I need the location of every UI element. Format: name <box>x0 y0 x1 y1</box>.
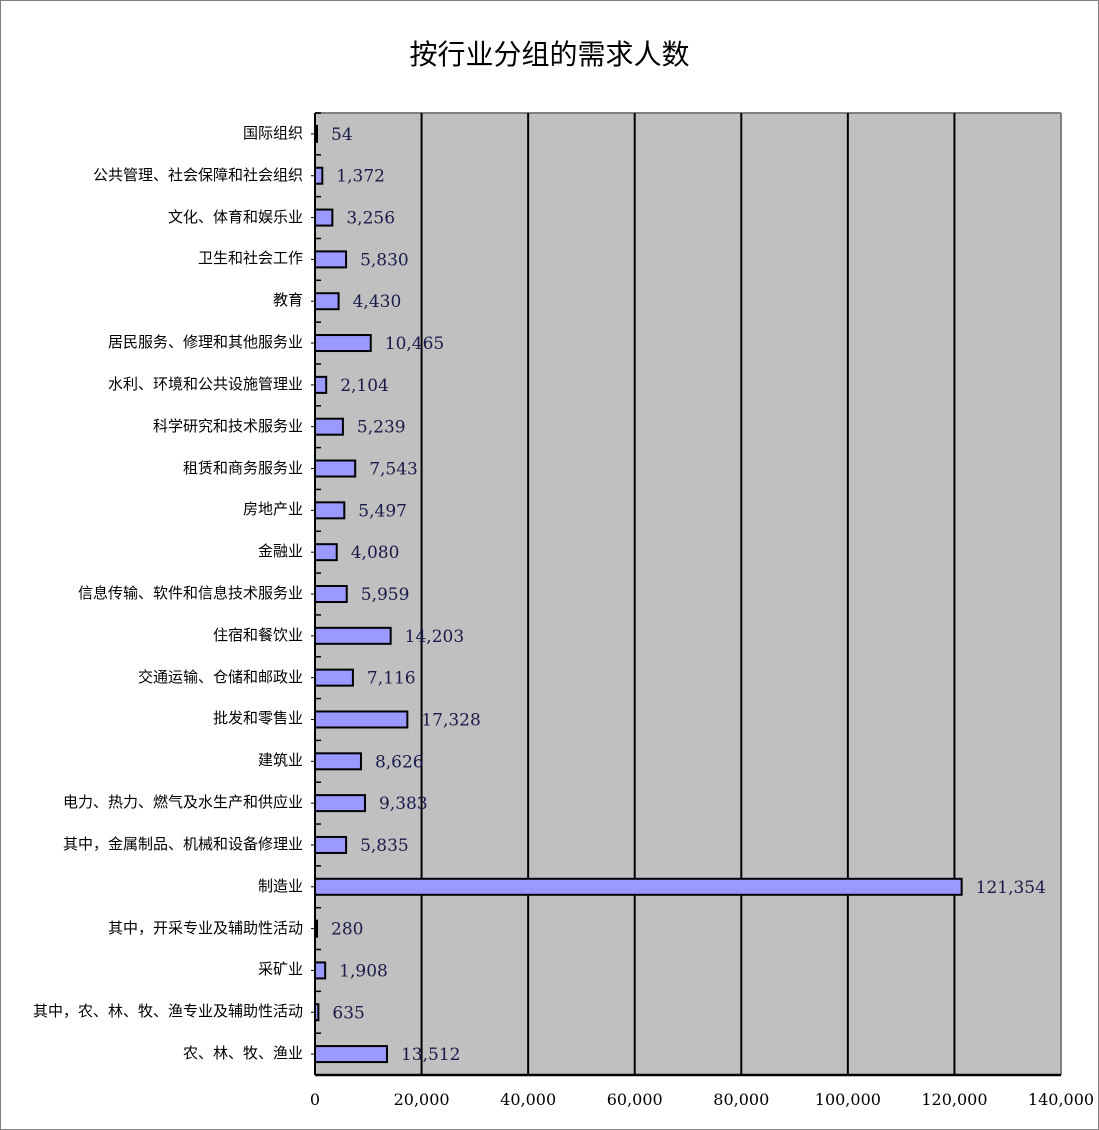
data-label: 4,430 <box>353 292 402 312</box>
x-tick-label: 120,000 <box>921 1090 987 1109</box>
category-label: 金融业 <box>257 542 303 561</box>
data-label: 5,835 <box>360 836 409 856</box>
bar <box>314 501 346 520</box>
bar <box>314 292 340 311</box>
data-label: 9,383 <box>379 794 428 814</box>
category-label: 住宿和餐饮业 <box>212 625 303 644</box>
data-label: 17,328 <box>421 710 480 730</box>
bar <box>314 710 409 729</box>
data-label: 1,908 <box>339 961 388 981</box>
bar <box>314 250 348 269</box>
category-label: 其中，开采专业及辅助性活动 <box>107 918 303 937</box>
category-label: 信息传输、软件和信息技术服务业 <box>77 584 303 602</box>
bar <box>314 375 328 394</box>
bar <box>314 166 324 185</box>
x-tick-label: 80,000 <box>713 1090 769 1109</box>
data-label: 10,465 <box>385 334 444 354</box>
data-label: 2,104 <box>340 376 389 396</box>
data-label: 3,256 <box>346 209 395 229</box>
category-label: 国际组织 <box>242 123 303 142</box>
category-label: 教育 <box>272 291 303 310</box>
chart-title: 按行业分组的需求人数 <box>409 38 690 71</box>
category-label: 制造业 <box>257 876 303 895</box>
category-label: 卫生和社会工作 <box>197 249 303 268</box>
data-label: 5,497 <box>358 501 407 521</box>
category-label: 房地产业 <box>242 500 303 519</box>
x-tick-label: 60,000 <box>607 1090 663 1109</box>
data-label: 13,512 <box>401 1045 460 1065</box>
bar <box>314 459 357 478</box>
data-label: 5,959 <box>361 585 410 605</box>
category-label: 科学研究和技术服务业 <box>152 416 303 435</box>
bar <box>314 334 372 353</box>
bar <box>314 668 354 687</box>
bar <box>314 794 366 813</box>
category-label: 其中，金属制品、机械和设备修理业 <box>62 834 303 853</box>
data-label: 1,372 <box>336 167 385 187</box>
category-label: 批发和零售业 <box>212 709 303 728</box>
x-tick-label: 0 <box>310 1090 320 1109</box>
bar <box>314 919 318 938</box>
bar <box>314 1045 388 1064</box>
bar <box>314 752 362 771</box>
data-label: 5,830 <box>360 250 409 270</box>
category-label: 文化、体育和娱乐业 <box>167 207 303 226</box>
data-label: 14,203 <box>405 627 464 647</box>
category-label: 建筑业 <box>257 751 303 770</box>
data-label: 635 <box>332 1003 364 1023</box>
bar <box>314 961 327 980</box>
bar <box>314 543 338 562</box>
data-label: 8,626 <box>375 752 424 772</box>
data-label: 121,354 <box>976 878 1046 898</box>
data-label: 7,116 <box>367 669 416 689</box>
data-label: 4,080 <box>351 543 400 563</box>
bar <box>314 877 963 896</box>
bar <box>314 585 348 603</box>
data-label: 54 <box>331 125 353 145</box>
data-label: 280 <box>331 920 363 940</box>
category-label: 居民服务、修理和其他服务业 <box>107 333 303 352</box>
x-tick-label: 140,000 <box>1028 1090 1094 1109</box>
x-tick-label: 40,000 <box>500 1090 556 1109</box>
bar <box>314 835 348 854</box>
bar <box>314 1003 320 1022</box>
category-label: 电力、热力、燃气及水生产和供应业 <box>62 793 303 812</box>
data-label: 7,543 <box>369 460 418 480</box>
category-label: 其中，农、林、牧、渔专业及辅助性活动 <box>32 1002 303 1021</box>
category-label: 采矿业 <box>257 960 303 979</box>
x-tick-label: 20,000 <box>394 1090 450 1109</box>
plot-area <box>315 113 1061 1075</box>
category-label: 农、林、牧、渔业 <box>182 1044 303 1063</box>
x-tick-label: 100,000 <box>815 1090 881 1109</box>
bar <box>314 626 392 645</box>
category-label: 水利、环境和公共设施管理业 <box>107 374 303 393</box>
category-label: 交通运输、仓储和邮政业 <box>137 667 303 686</box>
category-label: 租赁和商务服务业 <box>182 458 303 477</box>
category-label: 公共管理、社会保障和社会组织 <box>92 165 303 184</box>
bar <box>314 208 334 227</box>
data-label: 5,239 <box>357 418 406 438</box>
bar <box>314 417 344 436</box>
bar <box>314 124 318 143</box>
